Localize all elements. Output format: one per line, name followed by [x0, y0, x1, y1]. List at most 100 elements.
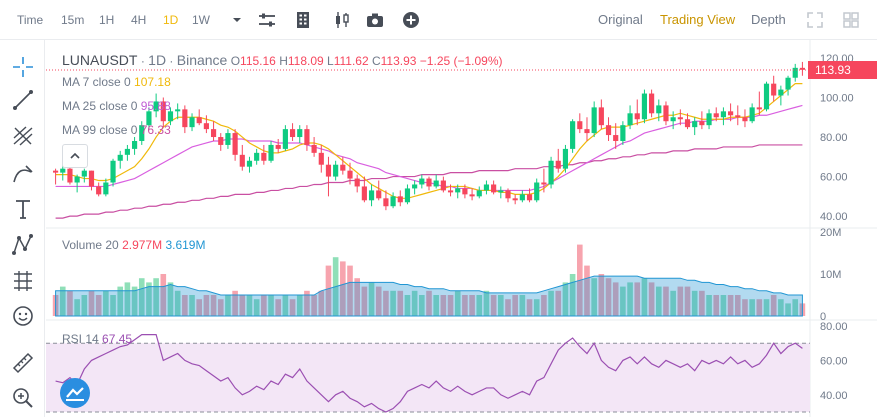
- candle-body: [131, 140, 138, 149]
- volume-bar: [354, 278, 360, 316]
- fib-tool-icon[interactable]: [11, 124, 35, 148]
- price-axis-tick: 80.00: [820, 132, 848, 144]
- volume-bar: [584, 265, 590, 316]
- volume-value: 2.977M: [122, 238, 163, 252]
- candle-body: [376, 190, 382, 199]
- volume-bar: [160, 274, 167, 316]
- building-icon[interactable]: [294, 11, 312, 29]
- candle-body: [433, 180, 439, 187]
- collapse-legend-button[interactable]: [62, 144, 88, 168]
- interval-1h[interactable]: 1H: [99, 13, 115, 27]
- volume-bar: [311, 295, 317, 316]
- layout-grid-icon[interactable]: [842, 11, 860, 29]
- volume-bar: [174, 290, 181, 316]
- volume-bar: [153, 278, 159, 316]
- tradingview-logo[interactable]: [60, 378, 90, 408]
- volume-bar: [763, 299, 770, 316]
- candle-body: [419, 178, 425, 185]
- interval-time[interactable]: Time: [17, 13, 44, 27]
- candle-body: [749, 107, 755, 122]
- volume-bar: [440, 295, 447, 316]
- candle-body: [361, 186, 367, 201]
- ma99-label: MA 99 close 0: [62, 123, 138, 137]
- text-tool-icon[interactable]: [11, 197, 35, 221]
- volume-bar: [634, 282, 641, 316]
- interval-1d[interactable]: 1D: [163, 13, 179, 27]
- add-circle-icon[interactable]: [402, 11, 420, 29]
- candle-body: [196, 117, 202, 124]
- interval-15m[interactable]: 15m: [61, 13, 85, 27]
- legend-ma25[interactable]: MA 25 close 0 95.88: [62, 99, 171, 113]
- zoom-in-icon[interactable]: [11, 386, 35, 410]
- legend-interval: 1D: [148, 52, 167, 68]
- volume-bar: [454, 290, 461, 316]
- view-original[interactable]: Original: [598, 12, 643, 27]
- volume-bar: [612, 282, 619, 316]
- candle-body: [505, 190, 511, 199]
- candle-body: [649, 93, 655, 114]
- view-depth[interactable]: Depth: [751, 12, 786, 27]
- crosshair-icon[interactable]: [11, 55, 35, 79]
- trend-line-icon[interactable]: [11, 88, 35, 112]
- legend-exchange: Binance: [176, 52, 228, 68]
- volume-bar: [512, 295, 518, 316]
- rsi-axis-tick: 60.00: [820, 355, 848, 367]
- volume-bar: [232, 290, 238, 316]
- volume-bar: [189, 295, 195, 316]
- volume-bar: [203, 295, 210, 316]
- volume-bar: [677, 286, 684, 316]
- volume-bar: [225, 295, 231, 316]
- candle-body: [577, 121, 583, 130]
- volume-bar: [361, 286, 368, 316]
- volume-bar: [648, 282, 655, 316]
- chart-area[interactable]: 40.00 60.00 80.00 100.00 120.00 0 10M 20M 40.00 6…: [46, 40, 877, 417]
- legend-rsi[interactable]: RSI 14 67.45: [62, 332, 132, 346]
- volume-bar: [296, 295, 303, 316]
- candle-body: [175, 109, 181, 112]
- candles-icon[interactable]: [333, 11, 351, 29]
- candle-body: [684, 119, 691, 128]
- candle-body: [167, 111, 174, 122]
- emoji-icon[interactable]: [11, 304, 35, 328]
- chevron-up-icon: [70, 152, 80, 159]
- candle-body: [246, 160, 253, 167]
- candle-body: [469, 194, 475, 197]
- logo-icon: [66, 387, 84, 401]
- drawing-toolbar: [0, 40, 45, 417]
- brush-icon[interactable]: [11, 162, 35, 186]
- legend-ma7[interactable]: MA 7 close 0 107.18: [62, 75, 171, 89]
- volume-bar: [541, 295, 547, 316]
- candle-body: [627, 113, 633, 126]
- candle-body: [663, 105, 669, 122]
- pattern-tool-icon[interactable]: [11, 233, 35, 257]
- interval-1w[interactable]: 1W: [192, 13, 210, 27]
- volume-bar: [217, 299, 224, 316]
- ruler-icon[interactable]: [11, 351, 35, 375]
- interval-dropdown-icon[interactable]: [228, 11, 246, 29]
- volume-bar: [318, 290, 325, 316]
- candle-body: [390, 196, 396, 207]
- legend-sep: ·: [169, 54, 174, 68]
- interval-4h[interactable]: 4H: [131, 13, 147, 27]
- volume-bar: [591, 278, 597, 316]
- volume-bar: [720, 295, 727, 316]
- volume-bar: [347, 265, 353, 316]
- volume-bar: [383, 290, 389, 316]
- candle-body: [81, 170, 87, 177]
- legend-volume[interactable]: Volume 20 2.977M 3.619M: [62, 238, 205, 252]
- ma25-label: MA 25 close 0: [62, 99, 138, 113]
- ma99-line: [55, 144, 803, 219]
- forecast-tool-icon[interactable]: [11, 269, 35, 293]
- view-trading-view[interactable]: Trading View: [660, 12, 736, 27]
- volume-bar: [411, 290, 418, 316]
- indicator-settings-icon[interactable]: [258, 11, 276, 29]
- chart-canvas[interactable]: 40.0060.0080.00100.00120.00010M20M40.006…: [46, 40, 877, 417]
- legend-ma99[interactable]: MA 99 close 0 76.33: [62, 123, 171, 137]
- fullscreen-icon[interactable]: [806, 11, 824, 29]
- volume-bar: [426, 290, 432, 316]
- candle-body: [605, 125, 612, 136]
- volume-bar: [490, 295, 497, 316]
- volume-bar: [562, 282, 569, 316]
- candle-body: [555, 160, 561, 169]
- camera-icon[interactable]: [366, 11, 384, 29]
